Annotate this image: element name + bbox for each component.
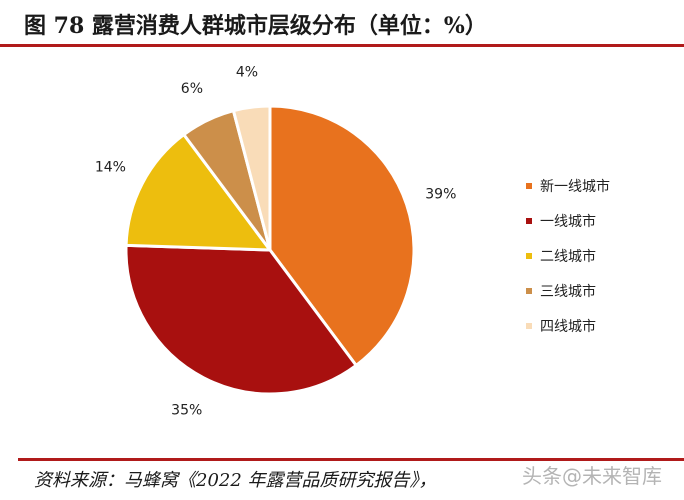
legend-label: 三线城市 [540,283,596,300]
pie-slice-0 [268,104,416,367]
page-title: 图 78 露营消费人群城市层级分布（单位：%） [24,13,487,39]
legend-item-4: 四线城市 [526,308,610,343]
legend-item-0: 新一线城市 [526,168,610,203]
legend-swatch [526,287,532,294]
watermark: 头条@未来智库 [522,464,662,488]
source-divider [18,458,684,461]
pie-chart: 39% 35% 14% 6% 4% [95,64,457,419]
pie-slice-2 [124,133,272,252]
title-divider [0,44,684,47]
legend-label: 新一线城市 [540,178,610,195]
source-note: 资料来源：马蜂窝《2022 年露营品质研究报告》， [34,470,437,491]
legend-swatch [526,322,532,329]
slice-label-4: 4% [236,64,258,80]
legend-swatch [526,252,532,259]
chart-legend: 新一线城市一线城市二线城市三线城市四线城市 [526,168,610,343]
slice-label-3: 6% [181,81,203,97]
legend-swatch [526,182,532,189]
legend-item-2: 二线城市 [526,238,610,273]
legend-item-3: 三线城市 [526,273,610,308]
slice-label-2: 14% [95,160,126,176]
legend-label: 四线城市 [540,318,596,335]
slice-label-0: 39% [425,186,456,202]
slice-label-1: 35% [171,403,202,419]
pie-slice-1 [124,243,358,396]
legend-item-1: 一线城市 [526,203,610,238]
legend-label: 二线城市 [540,248,596,265]
legend-swatch [526,217,532,224]
pie-slice-4 [231,104,272,252]
legend-label: 一线城市 [540,213,596,230]
